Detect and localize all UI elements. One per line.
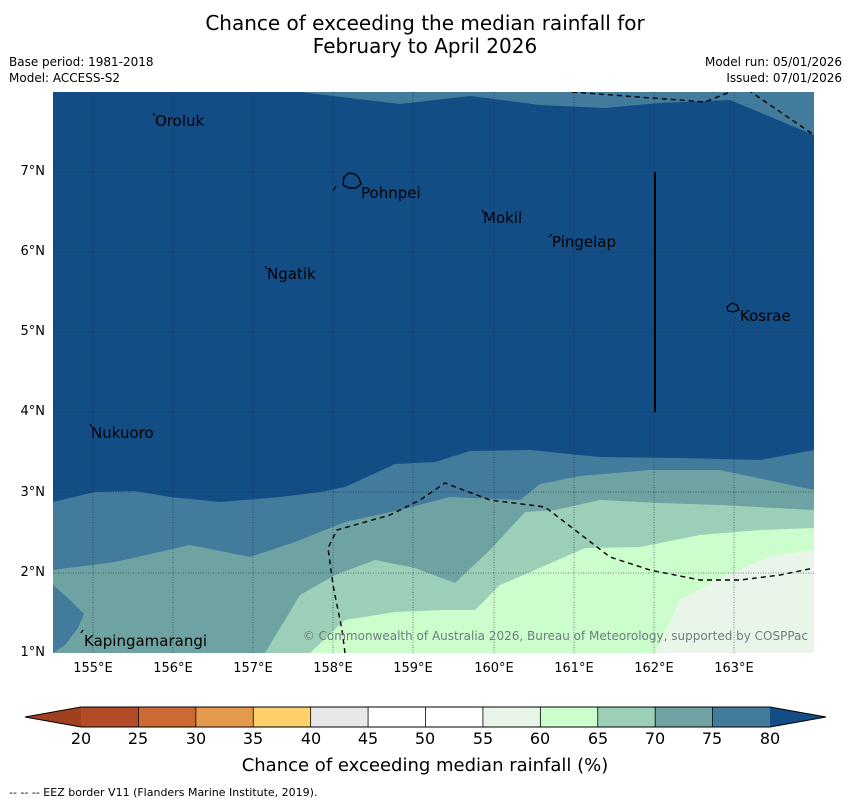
place-labels: Oroluk Pohnpei Mokil Pingelap Ngatik Kos… [84,112,791,650]
lat-label-5n: 5°N [20,324,46,339]
lat-label-3n: 3°N [20,485,46,500]
colorbar-tick: 75 [701,729,723,748]
title-line-2: February to April 2026 [312,34,538,58]
issued-date: Issued: 07/01/2026 [726,71,842,85]
pohnpei-ant-reef [332,185,337,192]
lat-label-7n: 7°N [20,164,46,179]
eez-border-top [571,92,814,136]
lon-label-161e: 161°E [554,661,594,676]
lon-label-155e: 155°E [73,661,113,676]
place-label-pohnpei: Pohnpei [361,184,421,202]
colorbar-cell [540,707,599,727]
place-label-oroluk: Oroluk [155,112,204,130]
eez-footnote: -- -- -- EEZ border V11 (Flanders Marine… [9,786,318,799]
place-label-mokil: Mokil [483,209,522,227]
colorbar-extend-high [770,707,826,727]
lon-label-163e: 163°E [714,661,754,676]
colorbar-cell [425,707,484,727]
colorbar [24,706,827,728]
lon-label-158e: 158°E [313,661,353,676]
colorbar-cell [310,707,369,727]
pohnpei-island [342,172,362,189]
colorbar-separators [138,707,713,727]
kosrae-island [726,302,740,313]
colorbar-tick: 30 [185,729,207,748]
colorbar-cell [81,707,139,727]
lon-label-160e: 160°E [474,661,514,676]
colorbar-tick: 20 [70,729,92,748]
lat-label-1n: 1°N [20,645,46,660]
colorbar-tick: 65 [587,729,609,748]
colorbar-tick: 55 [472,729,494,748]
colorbar-cells [25,707,826,727]
chart-title: Chance of exceeding the median rainfall … [0,12,850,58]
colorbar-tick: 45 [357,729,379,748]
model-name: Model: ACCESS-S2 [9,71,121,85]
colorbar-tick: 25 [127,729,149,748]
colorbar-cell [253,707,312,727]
colorbar-cell [195,707,254,727]
colorbar-cell [482,707,541,727]
colorbar-tick: 40 [300,729,322,748]
colorbar-cell [368,707,426,727]
colorbar-tick: 50 [414,729,436,748]
lon-gridlines [92,92,735,653]
lat-label-6n: 6°N [20,244,46,259]
lat-gridlines [53,171,814,574]
place-label-pingelap: Pingelap [552,233,616,251]
model-run: Model run: 05/01/2026 [704,55,842,69]
lon-label-159e: 159°E [393,661,433,676]
place-label-nukuoro: Nukuoro [91,424,154,442]
meta-right: Model run: 05/01/2026 Issued: 07/01/2026 [705,54,842,86]
map-panel: Oroluk Pohnpei Mokil Pingelap Ngatik Kos… [53,92,814,653]
title-line-1: Chance of exceeding the median rainfall … [205,11,645,35]
colorbar-cell [712,707,771,727]
lon-label-157e: 157°E [233,661,273,676]
colorbar-tick: 35 [242,729,264,748]
colorbar-cell [655,707,714,727]
atoll-marks [80,112,553,634]
colorbar-outline [24,706,827,728]
colorbar-extend-low [25,707,81,727]
lat-label-4n: 4°N [20,404,46,419]
colorbar-tick: 80 [759,729,781,748]
colorbar-cell [597,707,656,727]
meta-left: Base period: 1981-2018 Model: ACCESS-S2 [9,54,154,86]
copyright-watermark: © Commonwealth of Australia 2026, Bureau… [303,629,808,643]
lon-label-156e: 156°E [153,661,193,676]
colorbar-tick: 60 [529,729,551,748]
eez-borders [327,92,814,653]
lat-label-2n: 2°N [20,565,46,580]
colorbar-tick: 70 [644,729,666,748]
place-label-kosrae: Kosrae [740,307,791,325]
lon-label-162e: 162°E [634,661,674,676]
place-label-kapingamarangi: Kapingamarangi [84,632,207,650]
base-period: Base period: 1981-2018 [9,55,154,69]
eez-border-south [327,482,814,653]
band-75-80-top [300,92,814,135]
colorbar-cell [138,707,197,727]
band-70-75-left [53,585,84,653]
place-label-ngatik: Ngatik [267,265,316,283]
colorbar-title: Chance of exceeding median rainfall (%) [241,755,609,776]
